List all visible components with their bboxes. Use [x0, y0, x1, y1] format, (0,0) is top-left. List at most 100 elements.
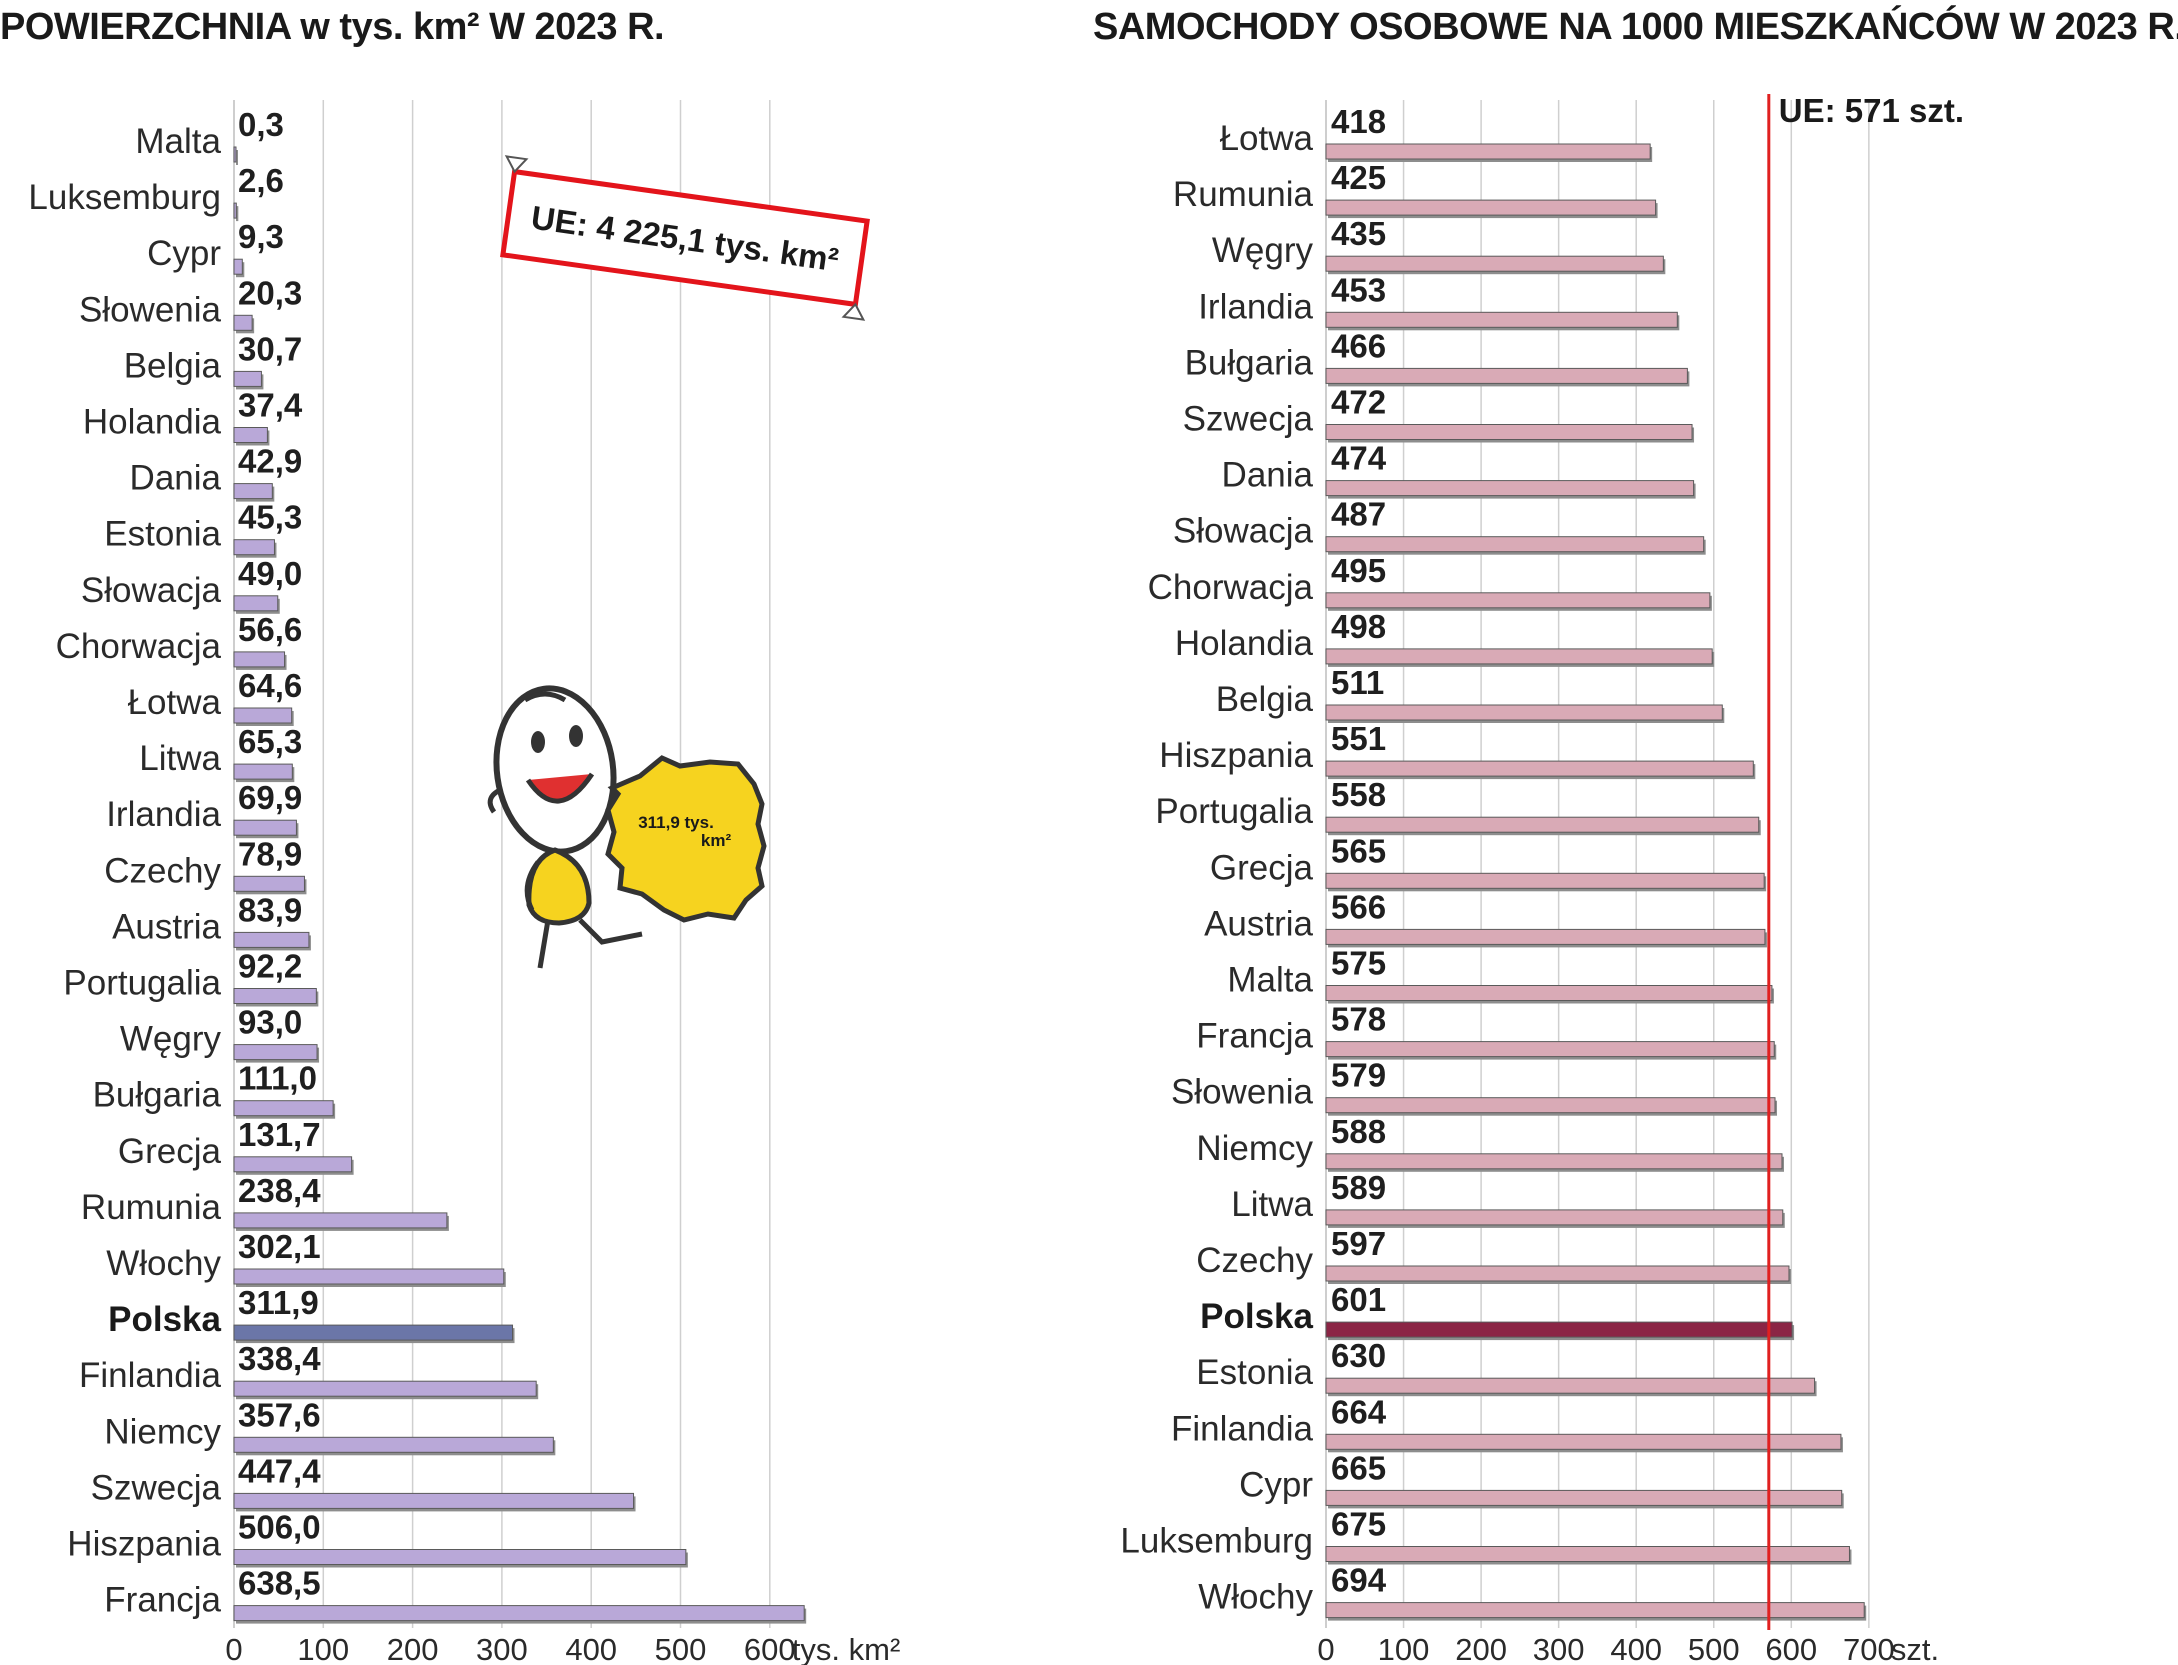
bar [1325, 480, 1695, 497]
value-label: 506,0 [238, 1509, 321, 1546]
bar [233, 314, 253, 331]
category-label: Szwecja [1183, 400, 1314, 439]
value-label: 551 [1331, 720, 1386, 757]
x-tick-label: 500 [1688, 1632, 1740, 1665]
x-tick-label: 400 [1610, 1632, 1662, 1665]
mascot-ear [487, 787, 502, 814]
value-label: 425 [1331, 159, 1386, 196]
category-label: Włochy [106, 1244, 221, 1283]
bar [1325, 816, 1760, 833]
category-label: Litwa [139, 739, 221, 778]
mascot-leg [537, 919, 551, 969]
category-label: Bułgaria [1185, 343, 1314, 382]
bar [233, 707, 293, 724]
bar [233, 258, 243, 275]
bar [1325, 1546, 1850, 1562]
bar [1325, 1321, 1793, 1338]
bar [1325, 1377, 1816, 1394]
bar [233, 1212, 448, 1229]
mascot-eye [531, 731, 545, 753]
category-label: Czechy [104, 851, 221, 890]
value-label: 474 [1331, 440, 1387, 477]
category-label: Niemcy [104, 1412, 221, 1451]
bar [1325, 1041, 1775, 1058]
x-tick-label: 0 [1317, 1632, 1334, 1665]
value-label: 83,9 [238, 891, 302, 928]
bar [233, 146, 237, 163]
bar [233, 202, 237, 219]
value-label: 92,2 [238, 948, 302, 985]
value-label: 78,9 [238, 835, 302, 872]
bar [1325, 1097, 1776, 1114]
bar [233, 1156, 353, 1173]
bar [1325, 255, 1664, 272]
bar [1325, 760, 1754, 777]
value-label: 495 [1331, 552, 1386, 589]
category-label: Finlandia [1171, 1409, 1314, 1448]
value-label: 64,6 [238, 667, 302, 704]
category-label: Irlandia [1198, 287, 1313, 326]
x-tick-label: 200 [1455, 1632, 1507, 1665]
value-label: 357,6 [238, 1396, 321, 1433]
bar [233, 539, 275, 556]
value-label: 558 [1331, 776, 1386, 813]
mascot-head [493, 685, 617, 855]
value-label: 453 [1331, 271, 1386, 308]
bar [233, 1044, 318, 1061]
value-label: 498 [1331, 608, 1386, 645]
bar [233, 1605, 805, 1622]
value-label: 30,7 [238, 330, 302, 367]
value-label: 630 [1331, 1337, 1386, 1374]
value-label: 601 [1331, 1281, 1386, 1318]
mascot-eyebrow [523, 691, 567, 703]
bar [1325, 311, 1678, 328]
value-label: 302,1 [238, 1228, 321, 1265]
bar [233, 763, 293, 780]
x-unit-label: szt. [1891, 1632, 1939, 1665]
category-label: Niemcy [1196, 1129, 1313, 1168]
value-label: 56,6 [238, 611, 302, 648]
x-tick-label: 700 [1843, 1632, 1895, 1665]
value-label: 579 [1331, 1057, 1386, 1094]
category-label: Słowacja [1173, 512, 1314, 551]
poland-area-label-1: 311,9 tys. [638, 813, 714, 832]
category-label: Belgia [1216, 680, 1314, 719]
category-label: Słowenia [79, 290, 222, 329]
value-label: 418 [1331, 103, 1386, 140]
value-label: 511 [1331, 664, 1384, 701]
banner-frame [500, 168, 870, 308]
category-label: Chorwacja [1148, 568, 1314, 607]
bar [1325, 1265, 1790, 1282]
bar [1325, 367, 1688, 384]
category-label: Hiszpania [67, 1525, 221, 1564]
bar [233, 1492, 635, 1509]
category-label: Finlandia [79, 1356, 222, 1395]
bar-shadow [236, 206, 239, 222]
value-label: 45,3 [238, 499, 302, 536]
value-label: 0,3 [238, 106, 284, 143]
category-label: Chorwacja [56, 627, 222, 666]
category-label: Rumunia [81, 1188, 222, 1227]
x-tick-label: 100 [297, 1632, 349, 1665]
x-tick-label: 100 [1378, 1632, 1430, 1665]
value-label: 9,3 [238, 218, 284, 255]
value-label: 131,7 [238, 1116, 321, 1153]
category-label: Węgry [120, 1020, 222, 1059]
bar [1325, 704, 1723, 721]
value-label: 65,3 [238, 723, 302, 760]
bar [1325, 1489, 1843, 1506]
bar [1325, 985, 1773, 1001]
value-label: 589 [1331, 1169, 1386, 1206]
category-label: Holandia [83, 403, 222, 442]
bar [233, 1436, 554, 1453]
bar [1325, 536, 1705, 553]
banner-fold-icon [504, 155, 529, 174]
x-tick-label: 600 [1765, 1632, 1817, 1665]
x-tick-label: 600 [744, 1632, 796, 1665]
category-label: Łotwa [128, 683, 222, 722]
bar [1325, 143, 1651, 160]
value-label: 311,9 [238, 1284, 319, 1321]
category-label: Hiszpania [1159, 736, 1313, 775]
